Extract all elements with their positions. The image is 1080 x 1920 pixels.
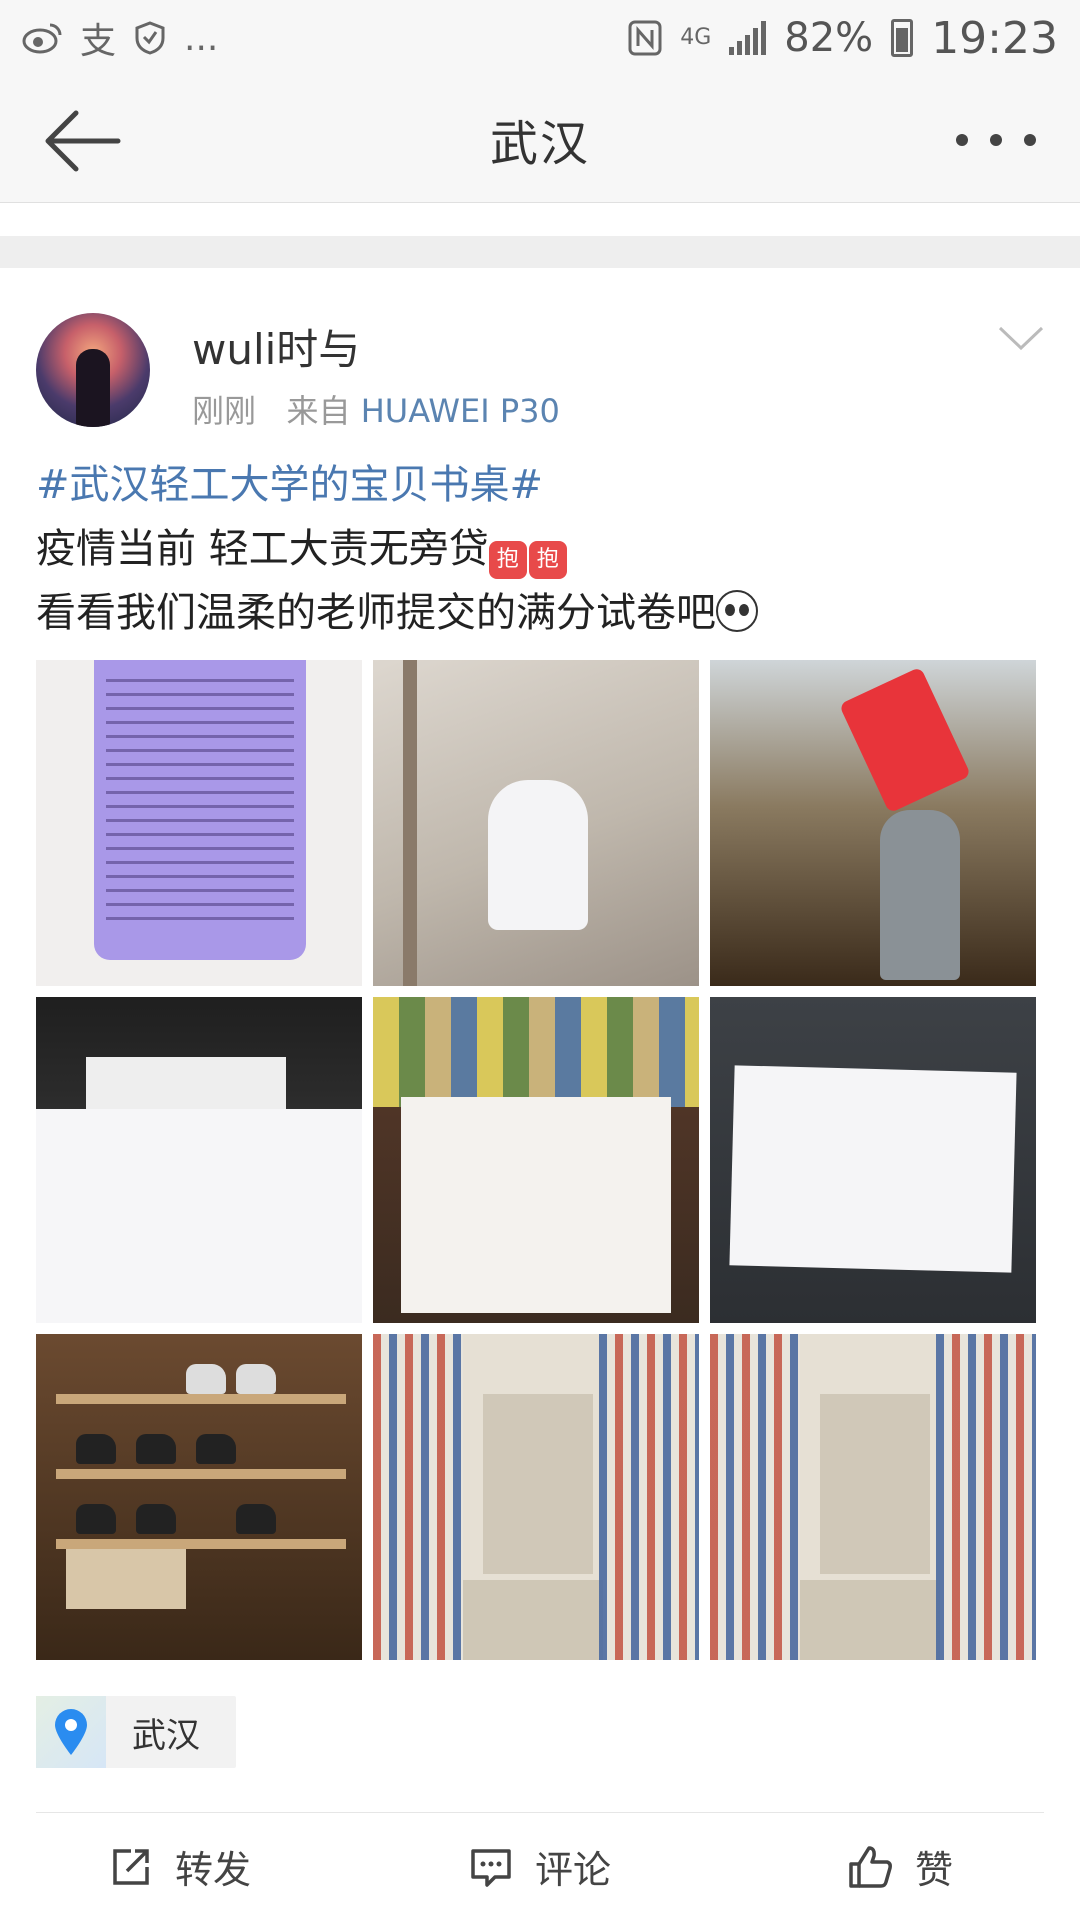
battery-icon bbox=[891, 19, 914, 57]
post-device[interactable]: HUAWEI P30 bbox=[360, 392, 560, 430]
image-detail bbox=[710, 1334, 800, 1660]
comment-label: 评论 bbox=[534, 1848, 611, 1892]
post-image-2[interactable] bbox=[373, 660, 699, 986]
image-detail bbox=[56, 1394, 346, 1404]
image-detail bbox=[373, 997, 699, 1107]
network-type: 4G bbox=[680, 25, 712, 50]
signal-icon bbox=[729, 21, 767, 55]
like-button[interactable]: 赞 bbox=[720, 1813, 1080, 1920]
image-detail bbox=[136, 1504, 176, 1534]
hug-emoji-icon: 抱 bbox=[528, 541, 567, 579]
post-time: 刚刚 bbox=[192, 392, 257, 430]
image-detail bbox=[838, 666, 972, 814]
post-line-1-text: 疫情当前 轻工大责无旁贷 bbox=[36, 526, 489, 572]
status-bar: 支 ... 4G 82% 19:23 bbox=[0, 0, 1080, 76]
comment-button[interactable]: 评论 bbox=[360, 1813, 720, 1920]
post-text: #武汉轻工大学的宝贝书桌# 疫情当前 轻工大责无旁贷抱抱 看看我们温柔的老师提交… bbox=[36, 453, 1046, 645]
avatar[interactable] bbox=[36, 313, 150, 427]
clock: 19:23 bbox=[931, 12, 1058, 64]
more-options-icon[interactable] bbox=[956, 128, 1036, 152]
post-hashtag[interactable]: #武汉轻工大学的宝贝书桌# bbox=[36, 462, 544, 508]
post-image-7[interactable] bbox=[36, 1334, 362, 1660]
image-detail bbox=[936, 1334, 1036, 1660]
post-image-9[interactable] bbox=[710, 1334, 1036, 1660]
repost-label: 转发 bbox=[174, 1848, 251, 1892]
image-detail bbox=[401, 1097, 671, 1313]
image-detail bbox=[729, 1065, 1017, 1273]
image-detail bbox=[36, 1109, 362, 1323]
map-pin-icon bbox=[36, 1696, 106, 1768]
post-image-1[interactable] bbox=[36, 660, 362, 986]
page-title: 武汉 bbox=[489, 116, 590, 172]
nfc-icon bbox=[628, 20, 662, 56]
back-arrow-icon[interactable] bbox=[42, 106, 122, 176]
post-meta: 刚刚 来自 HUAWEI P30 bbox=[192, 386, 560, 432]
image-detail bbox=[196, 1434, 236, 1464]
top-nav-bar: 武汉 bbox=[0, 76, 1080, 203]
action-divider bbox=[36, 1812, 1044, 1813]
location-label: 武汉 bbox=[132, 1715, 200, 1756]
image-detail bbox=[76, 1504, 116, 1534]
image-detail bbox=[76, 1434, 116, 1464]
status-left-icons: 支 ... bbox=[22, 12, 218, 64]
panda-emoji-icon bbox=[716, 590, 758, 632]
image-detail bbox=[373, 1334, 463, 1660]
post-image-4[interactable] bbox=[36, 997, 362, 1323]
image-detail bbox=[880, 810, 960, 980]
image-detail bbox=[463, 1580, 603, 1660]
comment-icon bbox=[471, 1848, 511, 1887]
post-username[interactable]: wuli时与 bbox=[192, 325, 361, 374]
image-detail bbox=[236, 1504, 276, 1534]
post-image-3[interactable] bbox=[710, 660, 1036, 986]
image-detail bbox=[86, 1057, 286, 1117]
image-detail bbox=[599, 1334, 699, 1660]
post-source-prefix: 来自 bbox=[286, 392, 351, 430]
image-detail bbox=[800, 1580, 940, 1660]
section-divider bbox=[0, 236, 1080, 268]
image-detail bbox=[488, 780, 588, 930]
post-line-2-text: 看看我们温柔的老师提交的满分试卷吧 bbox=[36, 590, 716, 636]
post-image-6[interactable] bbox=[710, 997, 1036, 1323]
like-label: 赞 bbox=[914, 1848, 953, 1892]
hug-emoji-icon: 抱 bbox=[488, 541, 527, 579]
image-detail bbox=[56, 1469, 346, 1479]
share-icon bbox=[113, 1848, 149, 1885]
image-detail bbox=[403, 660, 417, 986]
chat-screenshot-image bbox=[94, 660, 306, 960]
image-detail bbox=[136, 1434, 176, 1464]
more-notifications-icon: ... bbox=[184, 17, 219, 59]
shield-icon bbox=[135, 21, 165, 55]
weibo-icon bbox=[22, 23, 62, 54]
image-detail bbox=[236, 1364, 276, 1394]
post-line-1: 疫情当前 轻工大责无旁贷抱抱 bbox=[36, 517, 1046, 581]
image-detail bbox=[820, 1394, 930, 1574]
chevron-down-icon[interactable] bbox=[996, 318, 1046, 358]
post-line-2: 看看我们温柔的老师提交的满分试卷吧 bbox=[36, 581, 1046, 645]
status-right-icons: 4G 82% 19:23 bbox=[628, 13, 1058, 64]
alipay-icon: 支 bbox=[80, 21, 117, 62]
post-image-5[interactable] bbox=[373, 997, 699, 1323]
location-tag[interactable]: 武汉 bbox=[36, 1696, 236, 1768]
image-detail bbox=[483, 1394, 593, 1574]
image-detail bbox=[186, 1364, 226, 1394]
post-image-8[interactable] bbox=[373, 1334, 699, 1660]
post-actions-bar: 转发 评论 赞 bbox=[0, 1813, 1080, 1920]
repost-button[interactable]: 转发 bbox=[0, 1813, 360, 1920]
thumbs-up-icon bbox=[849, 1845, 892, 1888]
battery-percent: 82% bbox=[784, 15, 874, 61]
image-detail bbox=[66, 1549, 186, 1609]
image-detail bbox=[56, 1539, 346, 1549]
